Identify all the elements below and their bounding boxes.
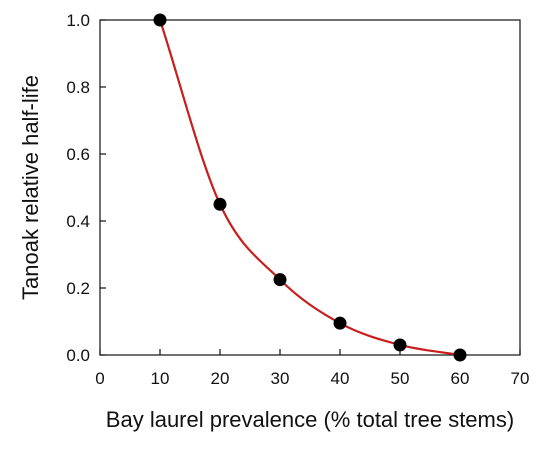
data-point (273, 273, 287, 287)
plot-frame (99, 19, 521, 356)
x-tick-label: 10 (151, 369, 170, 388)
x-tick-label: 60 (451, 369, 470, 388)
x-axis-title: Bay laurel prevalence (% total tree stem… (106, 407, 514, 432)
y-axis-title: Tanoak relative half-life (18, 75, 43, 300)
data-points (153, 13, 467, 362)
x-tick-label: 0 (95, 369, 104, 388)
y-tick-label: 0.2 (66, 279, 90, 298)
x-axis-ticks: 0 10 20 30 40 50 60 70 (95, 349, 529, 388)
x-tick-label: 40 (331, 369, 350, 388)
data-point (333, 316, 347, 330)
x-tick-label: 50 (391, 369, 410, 388)
data-point (453, 348, 467, 362)
y-tick-label: 1.0 (66, 11, 90, 30)
x-tick-label: 30 (271, 369, 290, 388)
y-tick-label: 0.4 (66, 212, 90, 231)
y-tick-label: 0.6 (66, 145, 90, 164)
data-point (393, 338, 407, 352)
x-tick-label: 70 (511, 369, 530, 388)
fit-curve (158, 19, 461, 357)
y-tick-label: 0.0 (66, 346, 90, 365)
y-tick-label: 0.8 (66, 78, 90, 97)
x-tick-label: 20 (211, 369, 230, 388)
data-point (213, 197, 227, 211)
data-point (153, 13, 167, 27)
y-axis-ticks: 0.0 0.2 0.4 0.6 0.8 1.0 (66, 11, 106, 365)
